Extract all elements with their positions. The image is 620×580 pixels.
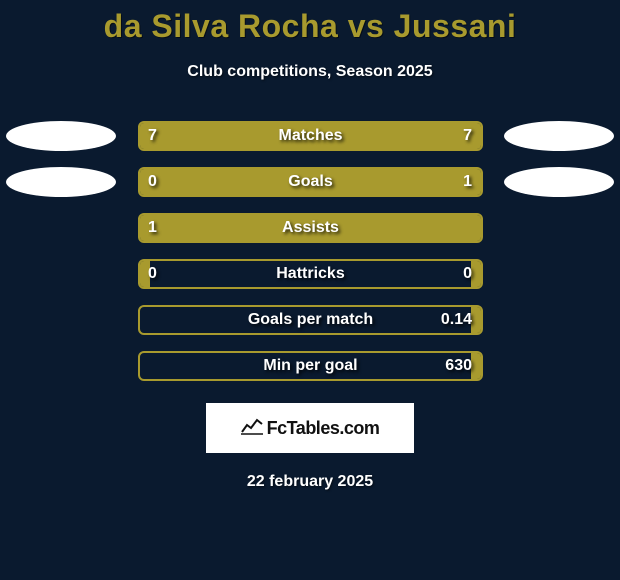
bar-track bbox=[138, 167, 483, 197]
bar-track bbox=[138, 305, 483, 335]
page-title: da Silva Rocha vs Jussani bbox=[0, 0, 620, 45]
bar-track bbox=[138, 121, 483, 151]
bar-fill-right bbox=[471, 307, 481, 333]
comparison-chart: Matches77 Goals01 Assists1 Hattricks00 Goals… bbox=[0, 121, 620, 381]
bar-row: Matches77 bbox=[0, 121, 620, 151]
bar-fill-left bbox=[140, 123, 311, 149]
bar-row: Goals01 bbox=[0, 167, 620, 197]
bar-row: Goals per match0.14 bbox=[0, 305, 620, 335]
bar-row: Hattricks00 bbox=[0, 259, 620, 289]
bar-track bbox=[138, 259, 483, 289]
bar-fill-left bbox=[140, 261, 150, 287]
player-avatar-right bbox=[504, 167, 614, 197]
bar-fill-right bbox=[198, 169, 481, 195]
bar-fill-left bbox=[140, 215, 481, 241]
logo-badge: FcTables.com bbox=[206, 403, 414, 453]
bar-track bbox=[138, 351, 483, 381]
logo-text: FcTables.com bbox=[267, 418, 380, 439]
player-avatar-right bbox=[504, 121, 614, 151]
chart-icon bbox=[241, 417, 263, 440]
date-text: 22 february 2025 bbox=[0, 473, 620, 491]
bar-fill-right bbox=[471, 353, 481, 379]
player-avatar-left bbox=[6, 121, 116, 151]
bar-row: Assists1 bbox=[0, 213, 620, 243]
bar-fill-right bbox=[311, 123, 482, 149]
bar-fill-left bbox=[140, 169, 198, 195]
bar-row: Min per goal630 bbox=[0, 351, 620, 381]
bar-fill-right bbox=[471, 261, 481, 287]
player-avatar-left bbox=[6, 167, 116, 197]
bar-track bbox=[138, 213, 483, 243]
page-subtitle: Club competitions, Season 2025 bbox=[0, 63, 620, 81]
